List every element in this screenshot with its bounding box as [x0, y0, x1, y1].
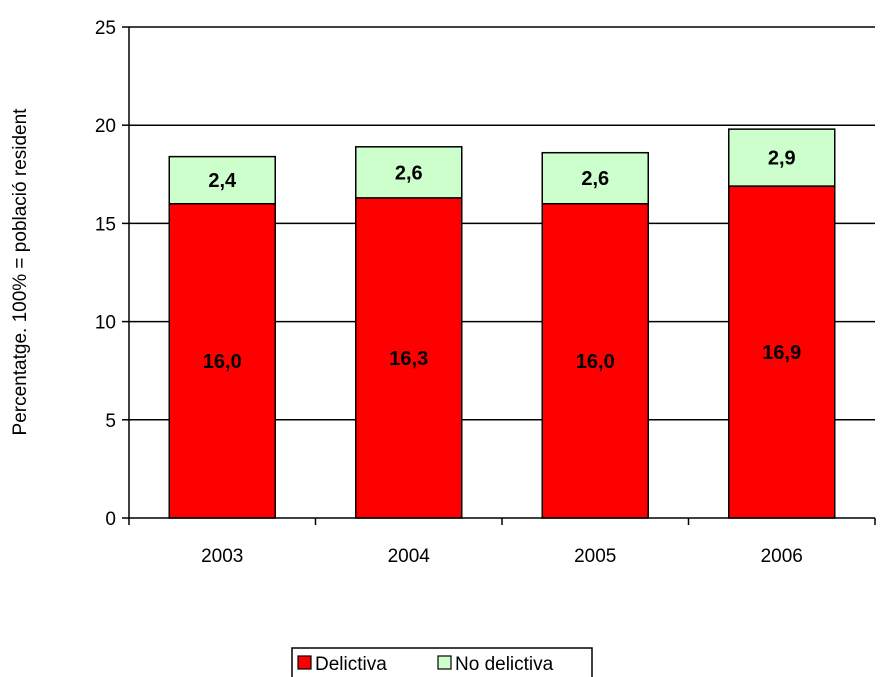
- legend-swatch: [297, 655, 312, 670]
- data-labels: 16,0 2,4 16,3 2,6 16,0 2,6 16,9 2,9: [203, 148, 801, 373]
- y-axis-title: Percentatge. 100% = població resident: [10, 108, 31, 436]
- data-label: 16,9: [762, 342, 801, 364]
- bar-delictiva-2003: [168, 203, 276, 519]
- bar-no-delictiva-2003: [168, 155, 276, 205]
- data-label: 2,9: [768, 148, 796, 170]
- x-tick-label: 2004: [388, 546, 431, 567]
- data-label: 2,6: [395, 162, 423, 184]
- legend: Delictiva No delictiva: [291, 647, 593, 677]
- data-label: 16,0: [576, 351, 615, 373]
- bar-no-delictiva-2004: [355, 146, 463, 199]
- data-label: 16,0: [203, 351, 242, 373]
- bar-no-delictiva-2005: [541, 151, 649, 205]
- x-tick-label: 2005: [574, 546, 616, 567]
- data-label: 2,4: [208, 170, 237, 192]
- y-tick-label: 25: [95, 18, 116, 39]
- y-tick-label: 10: [95, 313, 116, 334]
- y-tick-label: 15: [95, 214, 116, 235]
- data-label: 2,6: [581, 168, 609, 190]
- bar-delictiva-2006: [728, 185, 836, 519]
- legend-swatch: [437, 655, 452, 670]
- bars: [168, 128, 836, 519]
- axes: 0 5 10 15 20 25 2003 2004 2005 2006: [95, 18, 876, 567]
- x-tick-label: 2003: [201, 546, 243, 567]
- y-tick-label: 0: [105, 509, 116, 530]
- legend-label: Delictiva: [315, 654, 387, 675]
- y-tick-label: 20: [95, 116, 116, 137]
- x-tick-label: 2006: [761, 546, 803, 567]
- bar-no-delictiva-2006: [728, 128, 836, 187]
- legend-label: No delictiva: [455, 654, 554, 675]
- data-label: 16,3: [389, 348, 428, 370]
- y-tick-label: 5: [105, 411, 116, 432]
